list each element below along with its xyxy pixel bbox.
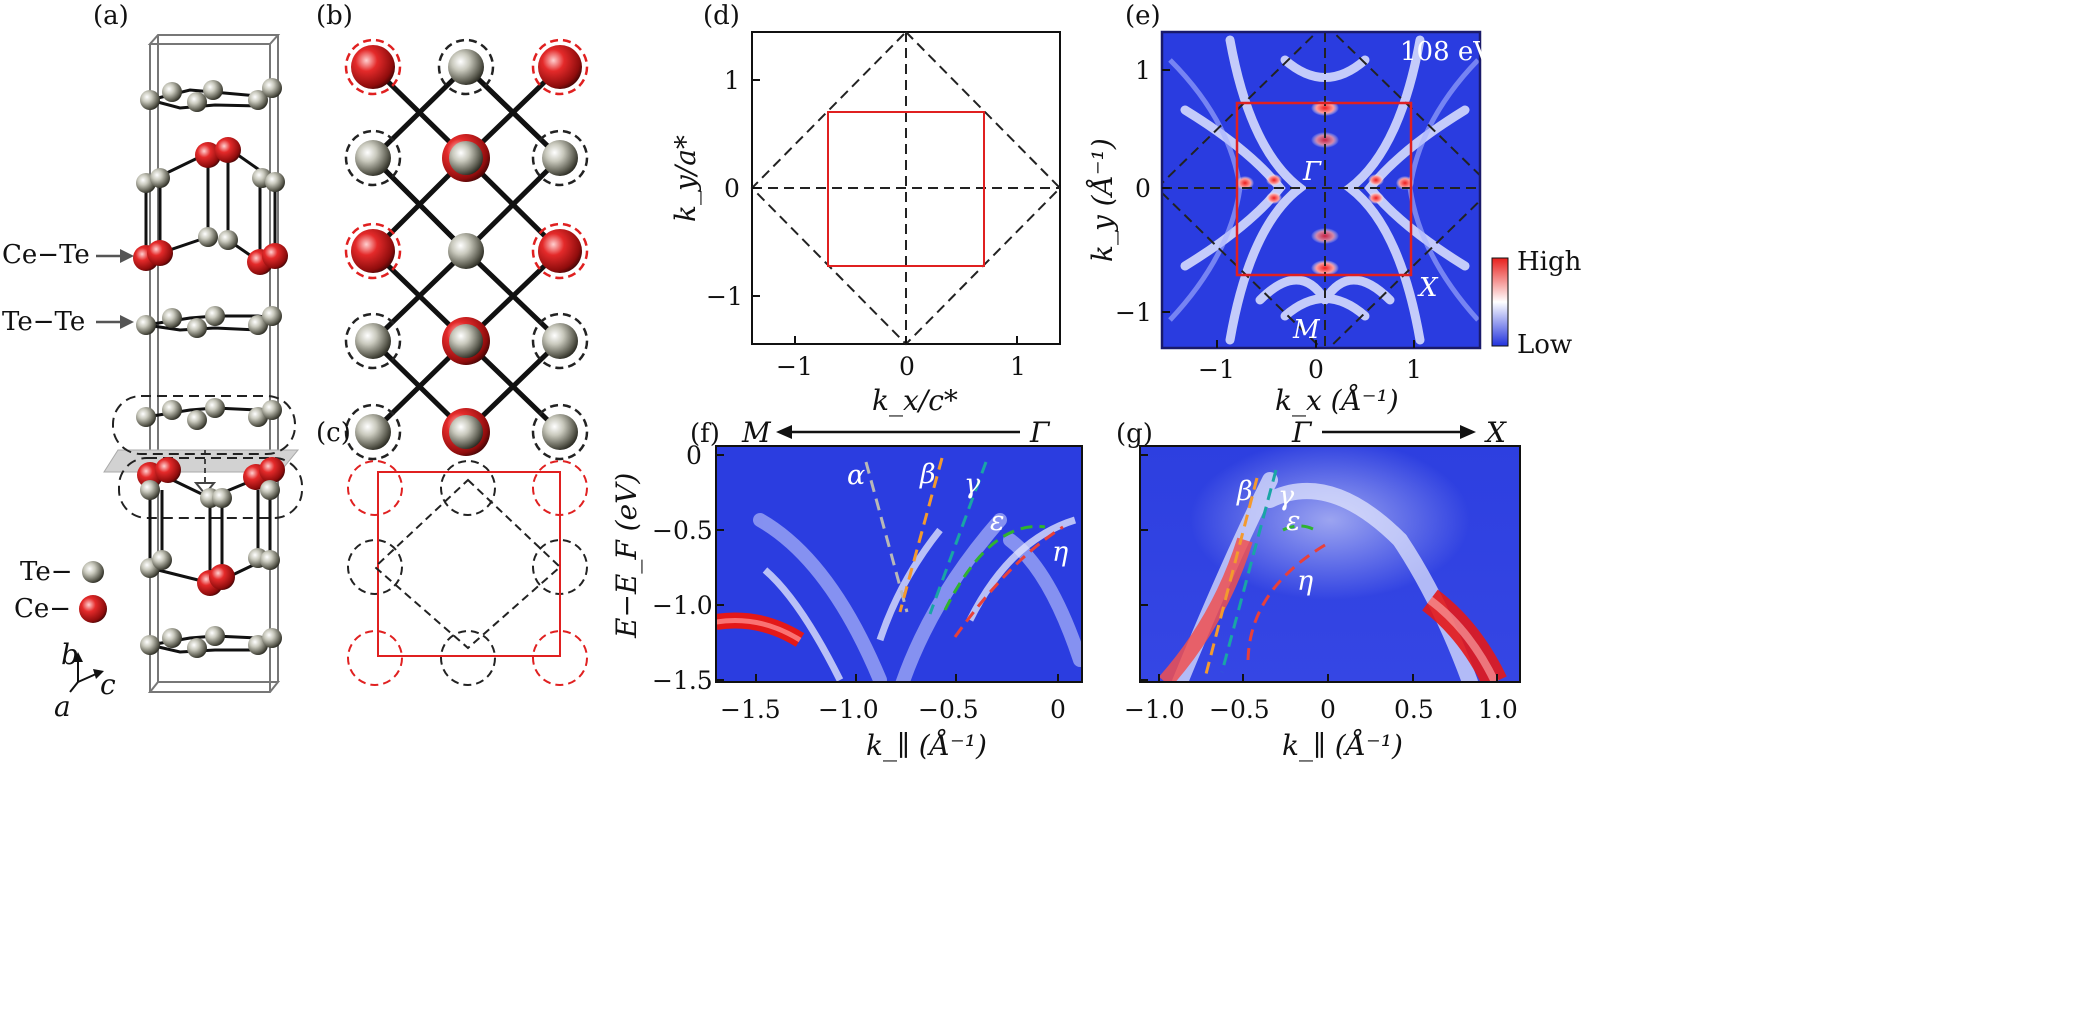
svg-text:b: b (61, 638, 79, 671)
g-band-beta: β (1236, 476, 1253, 507)
e-xtick-m1: −1 (1198, 355, 1235, 384)
panel-e-label: (e) (1125, 1, 1161, 31)
panel-c: (c) (316, 418, 588, 686)
e-ytick-1: 1 (1135, 56, 1151, 85)
e-x: X (1417, 273, 1439, 303)
panel-a-label: (a) (93, 1, 129, 31)
colorbar-low: Low (1517, 330, 1572, 360)
d-xtick-0: 0 (899, 352, 915, 381)
arpes-g (1140, 446, 1520, 682)
ce-te-enclosure (118, 457, 303, 519)
g-band-gamma: γ (1278, 481, 1295, 512)
f-ytick-m10: −1.0 (652, 591, 713, 620)
e-xtick-1: 1 (1406, 355, 1422, 384)
f-ylabel: E−E_F (eV) (610, 473, 643, 639)
unit-cell (147, 34, 281, 693)
d-xlabel: k_x/c* (872, 384, 958, 417)
g-xtick-10: 1.0 (1478, 695, 1518, 724)
e-xtick-0: 0 (1308, 355, 1324, 384)
g-xtick-m05: −0.5 (1209, 695, 1270, 724)
bz-diamond-c (373, 478, 562, 650)
legend-te-label: Te− (20, 557, 73, 587)
panel-c-label: (c) (316, 418, 351, 448)
d-ylabel: k_y/a* (669, 135, 702, 222)
f-xtick-0: 0 (1050, 695, 1066, 724)
d-xtick-1: 1 (1010, 352, 1026, 381)
svg-text:c: c (100, 668, 116, 701)
legend-ce-label: Ce− (14, 594, 71, 624)
e-xlabel: k_x (Å⁻¹) (1275, 384, 1399, 417)
g-band-eta: η (1297, 566, 1313, 597)
te-te-enclosure (112, 395, 296, 455)
svg-text:a: a (54, 690, 71, 723)
bz-square-d (827, 111, 985, 267)
e-ytick-m1: −1 (1115, 298, 1152, 327)
f-band-epsilon: ε (990, 506, 1005, 537)
f-xtick-m05: −0.5 (918, 695, 979, 724)
g-xtick-m10: −1.0 (1124, 695, 1185, 724)
panel-b-label: (b) (316, 1, 353, 31)
e-gamma: Γ (1302, 157, 1322, 187)
e-ylabel: k_y (Å⁻¹) (1086, 138, 1119, 262)
e-ytick-0: 0 (1135, 174, 1151, 203)
d-ytick-1: 1 (724, 66, 740, 95)
f-ytick-m05: −0.5 (652, 516, 713, 545)
arpes-f (716, 446, 1082, 682)
g-dir-to: X (1484, 416, 1507, 449)
e-energy: 108 eV (1400, 37, 1493, 67)
layer-label-te-te: Te−Te (2, 307, 85, 337)
panel-f: (f) M Γ (610, 416, 1083, 762)
f-dir-to: Γ (1029, 416, 1051, 449)
f-ytick-0: 0 (686, 441, 702, 470)
panel-d: (d) −1 0 1 1 0 −1 k_x/c* k_y/a* (669, 1, 1062, 417)
f-xtick-m15: −1.5 (720, 695, 781, 724)
g-xtick-05: 0.5 (1394, 695, 1434, 724)
f-band-gamma: γ (964, 469, 981, 500)
f-band-alpha: α (847, 460, 865, 491)
panel-a: (a) (2, 1, 303, 723)
d-ytick-0: 0 (724, 174, 740, 203)
panel-g: (g) Γ X β γ ε η (1116, 416, 1521, 762)
panel-d-label: (d) (703, 1, 740, 31)
f-xlabel: k_∥ (Å⁻¹) (866, 729, 987, 762)
f-xtick-m10: −1.0 (818, 695, 879, 724)
panel-f-label: (f) (690, 419, 720, 449)
atoms-a (133, 78, 288, 658)
panel-e: (e) (1086, 1, 1582, 417)
f-band-eta: η (1052, 537, 1068, 568)
panel-b: (b) (316, 1, 589, 461)
g-xlabel: k_∥ (Å⁻¹) (1282, 729, 1403, 762)
fermi-map (1162, 32, 1480, 348)
d-ytick-m1: −1 (706, 282, 743, 311)
g-xtick-0: 0 (1320, 695, 1336, 724)
panel-g-label: (g) (1116, 419, 1153, 449)
crystal-axes: b c a (54, 638, 116, 723)
f-dir-from: M (741, 416, 772, 449)
f-ytick-m15: −1.5 (652, 666, 713, 695)
g-band-epsilon: ε (1286, 506, 1301, 537)
legend-ce-icon (79, 595, 107, 623)
legend-te-icon (82, 561, 104, 583)
f-band-beta: β (919, 459, 936, 490)
colorbar (1491, 257, 1509, 347)
d-xtick-m1: −1 (776, 352, 813, 381)
bz-square-c (377, 471, 561, 657)
layer-label-ce-te: Ce−Te (2, 240, 90, 270)
colorbar-high: High (1517, 247, 1582, 277)
g-dir-from: Γ (1291, 416, 1313, 449)
